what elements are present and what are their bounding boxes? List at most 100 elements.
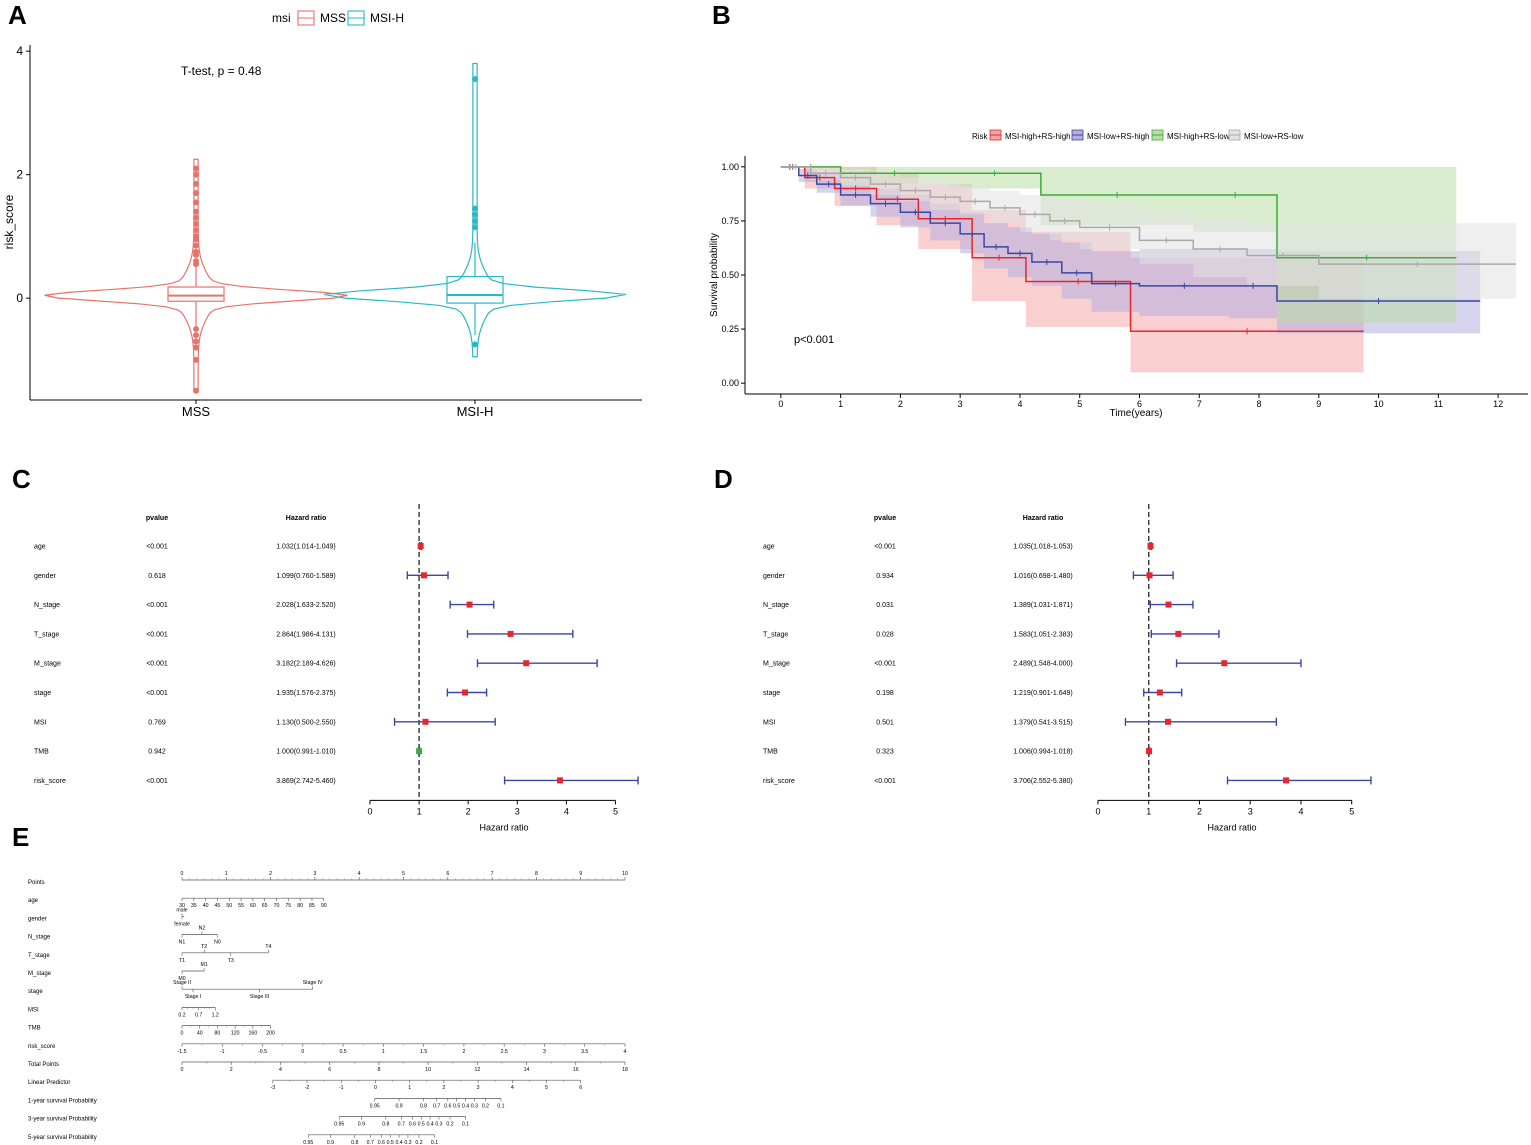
row-hr-text: 1.130(0.500-2.550) [276,719,336,726]
outlier-point [193,180,199,187]
nomogram-tick-label: 0.8 [420,1103,427,1109]
row-label: TMB [763,749,778,756]
nomogram-tick-label: 0.95 [334,1122,344,1128]
box-MSI-H [446,275,504,304]
outlier-point [193,190,199,197]
panel-label-c: C [12,464,31,494]
row-hr-text: 2.864(1.986-4.131) [276,631,336,638]
outlier-point [472,217,478,224]
nomogram-tick-label: T2 [201,944,207,950]
nomogram-tick-label: 0.4 [395,1140,402,1145]
km-curve-MSI-low+RS-high [780,166,1481,302]
y-tick-label: 0.00 [721,378,739,388]
col-header-pvalue: pvalue [146,515,168,522]
nomogram-tick-label: 0.6 [444,1103,451,1109]
col-header-pvalue: pvalue [874,515,896,522]
x-tick-label: 0 [778,399,783,409]
row-pvalue: <0.001 [146,778,168,785]
row-pvalue: <0.001 [874,544,896,551]
km-curve-MSI-high+RS-low [780,166,1457,259]
nomogram-tick-label: 4 [279,1067,282,1073]
row-hr-text: 3.706(2.552-5.380) [1013,778,1073,785]
row-pvalue: 0.769 [148,719,166,726]
nomogram-tick-label: 0.8 [351,1140,358,1145]
hr-point [466,601,473,608]
nomogram-tick-label: 0.4 [426,1122,433,1128]
nomogram-tick-label: 0.9 [327,1140,334,1145]
nomogram-tick-label: 9 [579,871,582,877]
x-tick-label: 10 [1374,399,1384,409]
nomogram-row-label: 5-year survival Probability [28,1135,97,1141]
nomogram-row-label: 3-year survival Probability [28,1117,97,1123]
nomogram-tick-label: 0.3 [404,1140,411,1145]
nomogram-tick-label: 55 [238,903,244,909]
nomogram-tick-label: 0 [181,1031,184,1037]
violin-plot-msi: 0 2 4 risk_score MSS MSI-H T-test, p = 0.48 msi… [2,10,642,419]
row-label: gender [34,573,56,580]
nomogram-row-label: Total Points [28,1062,59,1068]
row-pvalue: 0.942 [148,749,166,756]
x-tick-label: 4 [1017,399,1022,409]
y-tick-label: 0.50 [721,270,739,280]
nomogram-tick-label: 85 [309,903,315,909]
outlier-point [193,242,199,249]
nomogram-tick-label: 0.2 [446,1122,453,1128]
row-label: M_stage [34,661,61,668]
nomogram-tick-label: 50 [226,903,232,909]
nomogram-tick-label: 160 [249,1031,258,1037]
outlier-point [193,326,199,332]
nomogram-tick-label: T3 [228,958,234,964]
nomogram-tick-label: 0.7 [195,1012,202,1018]
nomogram-tick-label: 6 [446,871,449,877]
nomogram-tick-label: 40 [197,1031,203,1037]
legend-label: MSI-high+RS-low [1167,132,1230,141]
panel-label-e: E [12,822,30,852]
row-pvalue: <0.001 [146,690,168,697]
legend-label: MSI-high+RS-high [1005,132,1071,141]
x-tick-label: 5 [613,806,618,816]
nomogram-tick-label: 0 [181,1067,184,1073]
row-pvalue: <0.001 [874,661,896,668]
hr-point [1147,543,1154,549]
ci-band-MSI-low+RS-low [780,166,1517,299]
row-label: age [763,544,775,551]
nomogram-tick-label: 2 [230,1067,233,1073]
hr-point [1146,572,1153,579]
nomogram-tick-label: 1 [225,871,228,877]
x-tick-label: 12 [1493,399,1503,409]
col-header-hazard-ratio: Hazard ratio [1023,515,1063,522]
row-pvalue: <0.001 [146,631,168,638]
outlier-point [193,227,199,234]
forest-plot-univariate: pvalue Hazard ratio age <0.001 1.032(1.014-1… [34,504,639,832]
row-label: T_stage [34,631,59,638]
nomogram-tick-label: 3 [313,871,316,877]
outlier-point [193,208,199,215]
x-tick-label: 2 [898,399,903,409]
x-tick-label: 7 [1197,399,1202,409]
nomogram-tick-label: -1 [339,1085,344,1091]
x-tick-label: 2 [466,806,471,816]
nomogram-tick-label: 12 [474,1067,480,1073]
nomogram-tick-label: 0.5 [418,1122,425,1128]
nomogram-tick-label: 2.5 [501,1049,508,1055]
nomogram-row-label: M_stage [28,971,52,977]
hr-point [461,689,468,696]
outlier-point [472,205,478,212]
y-tick-label: 4 [16,44,23,58]
nomogram-tick-label: 3.5 [581,1049,588,1055]
nomogram-tick-label: 0.5 [339,1049,346,1055]
nomogram-row-label: MSI [28,1007,39,1013]
nomogram-tick-label: 8 [535,871,538,877]
nomogram-tick-label: 8 [377,1067,380,1073]
logrank-annotation: p<0.001 [794,334,834,346]
nomogram-tick-label: N1 [179,940,186,946]
row-hr-text: 1.389(1.031-1.871) [1013,602,1073,609]
nomogram-tick-label: 80 [297,903,303,909]
row-hr-text: 1.935(1.576-2.375) [276,690,336,697]
nomogram-tick-label: N0 [214,940,221,946]
nomogram-tick-label: 45 [215,903,221,909]
nomogram-row-label: T_stage [28,953,50,959]
outlier-point [472,211,478,218]
row-hr-text: 1.032(1.014-1.049) [276,544,336,551]
